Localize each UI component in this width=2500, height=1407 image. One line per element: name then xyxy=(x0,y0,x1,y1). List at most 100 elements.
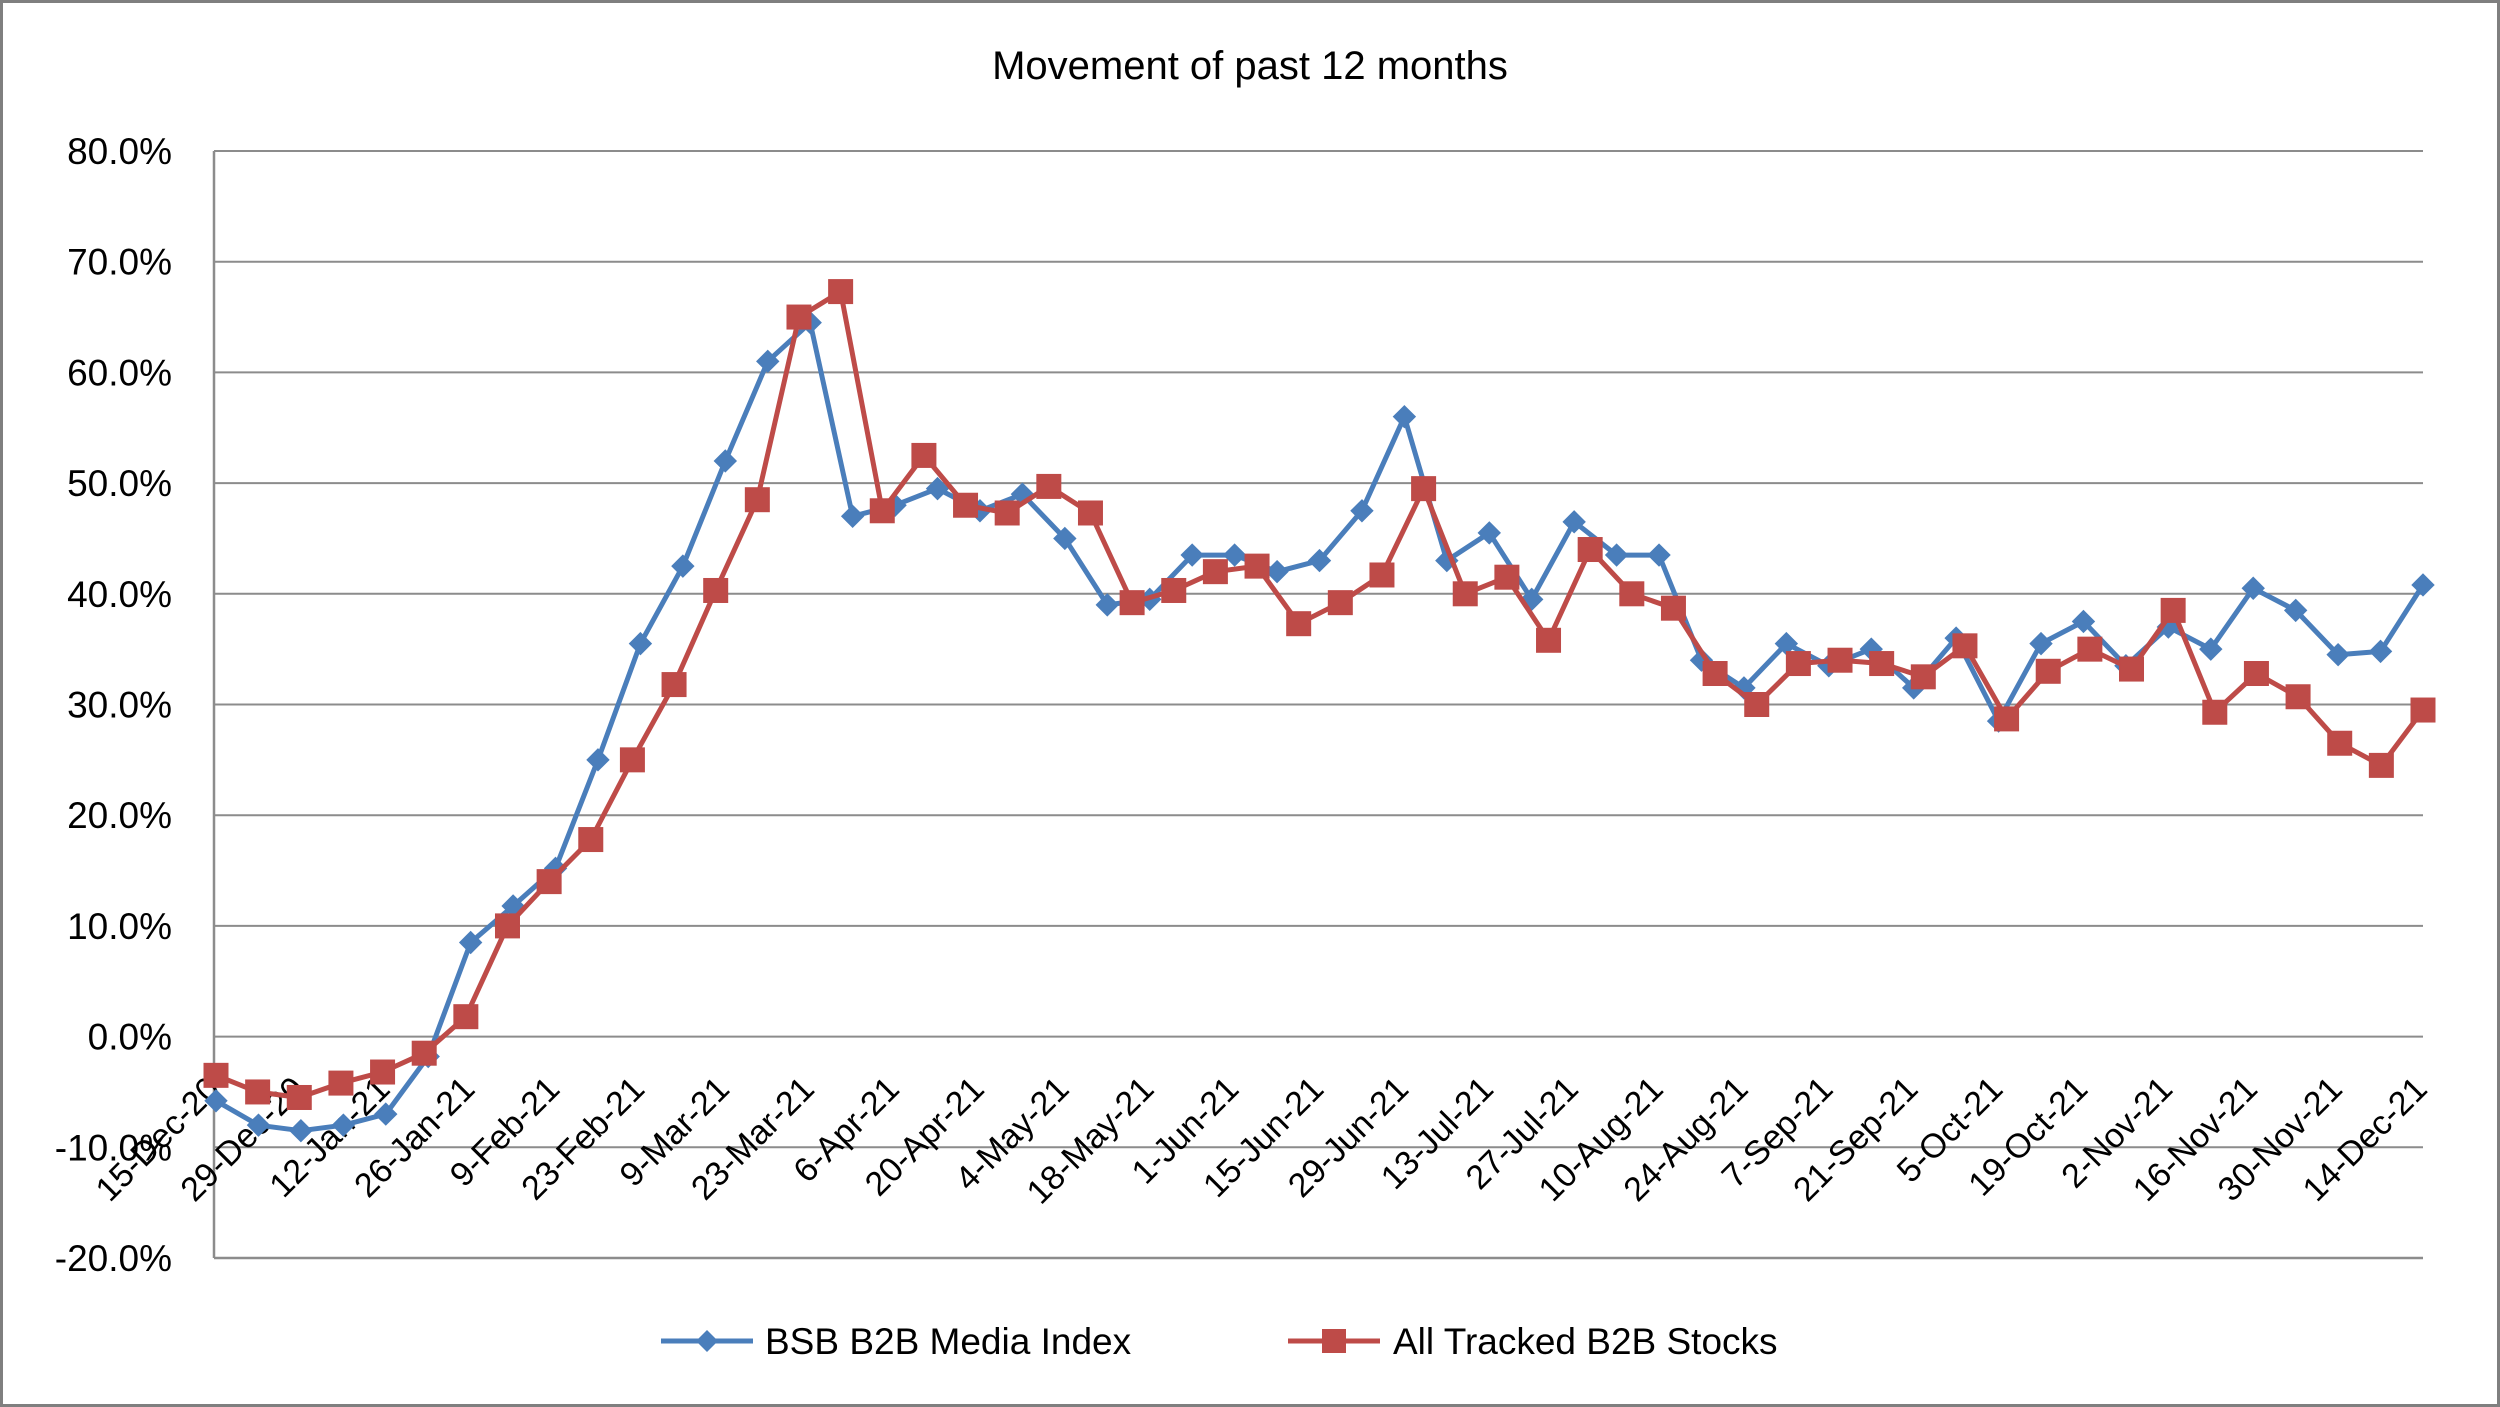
data-point-square xyxy=(1952,633,1978,659)
data-point-diamond xyxy=(586,748,610,772)
grid-lines xyxy=(214,150,2423,1149)
series-1 xyxy=(204,310,2435,1143)
data-point-square xyxy=(1744,692,1770,717)
data-point-diamond xyxy=(1392,404,1417,429)
series-lines xyxy=(203,279,2436,1143)
data-point-square xyxy=(2285,684,2311,710)
data-point-square xyxy=(578,827,604,853)
data-point-diamond xyxy=(2071,609,2096,634)
y-tick-label: 0.0% xyxy=(88,1017,172,1058)
legend-item-2: All Tracked B2B Stocks xyxy=(1288,1321,1778,1362)
data-point-diamond xyxy=(2283,598,2308,623)
data-point-diamond xyxy=(671,554,695,578)
data-point-square xyxy=(1077,500,1103,526)
data-point-square xyxy=(953,492,979,518)
data-point-square xyxy=(661,672,687,698)
data-point-diamond xyxy=(2199,637,2223,661)
data-point-diamond xyxy=(628,631,653,656)
data-point-square xyxy=(370,1059,396,1085)
data-point-diamond xyxy=(1477,521,1501,545)
data-point-diamond xyxy=(204,1089,228,1113)
data-point-square xyxy=(1994,706,2020,732)
data-point-square xyxy=(536,869,562,895)
data-point-square xyxy=(1785,651,1811,677)
data-point-diamond xyxy=(289,1118,313,1143)
data-point-square xyxy=(2119,656,2145,682)
data-point-diamond xyxy=(1180,543,1204,567)
data-point-square xyxy=(2368,752,2394,778)
data-point-square xyxy=(1702,661,1728,687)
data-point-square xyxy=(1036,473,1062,499)
data-point-diamond xyxy=(2368,639,2393,664)
data-point-diamond xyxy=(1265,559,1289,584)
data-point-diamond xyxy=(1350,499,1374,523)
y-axis-tick-labels: -20.0% -10.0% 0.0% 10.0% 20.0% 30.0% 40.0% 50.0… xyxy=(55,131,172,1279)
series-line xyxy=(214,320,2426,1134)
data-point-square xyxy=(619,747,645,773)
data-point-diamond xyxy=(1095,593,1119,617)
data-point-diamond xyxy=(2241,576,2265,600)
data-point-square xyxy=(2410,697,2436,723)
data-point-square xyxy=(1577,537,1603,563)
data-point-square xyxy=(1910,664,1936,690)
data-point-diamond xyxy=(1562,510,1586,534)
data-point-diamond xyxy=(1222,543,1247,567)
data-point-square xyxy=(1411,476,1437,502)
x-axis-tick-labels: 15-Dec-2029-Dec-2012-Jan-2126-Jan-219-Fe… xyxy=(89,1070,2435,1212)
data-point-square xyxy=(828,279,854,305)
data-point-diamond xyxy=(331,1113,356,1137)
data-point-square xyxy=(744,487,770,513)
data-point-diamond xyxy=(713,449,738,473)
line-chart: Movement of past 12 months -20.0% -10.0% 0… xyxy=(55,44,2436,1362)
data-point-square xyxy=(869,498,895,524)
y-tick-label: 50.0% xyxy=(67,463,172,504)
legend-item-1: BSB B2B Media Index xyxy=(661,1321,1132,1362)
data-point-square xyxy=(703,577,729,603)
data-point-square xyxy=(1244,553,1270,579)
data-point-diamond xyxy=(756,349,780,374)
data-point-square xyxy=(1619,581,1645,607)
data-point-diamond xyxy=(2411,573,2435,597)
y-tick-label: 80.0% xyxy=(67,131,172,172)
legend: BSB B2B Media Index All Tracked B2B Stock… xyxy=(661,1321,1778,1362)
data-point-diamond xyxy=(458,930,483,955)
data-point-square xyxy=(494,913,520,939)
data-point-square xyxy=(1452,581,1478,607)
data-point-square xyxy=(1369,562,1395,588)
data-point-square xyxy=(328,1070,354,1096)
data-point-square xyxy=(453,1004,479,1030)
legend-marker-square xyxy=(1322,1329,1346,1353)
data-point-square xyxy=(286,1084,312,1110)
y-tick-label: -20.0% xyxy=(55,1238,172,1279)
data-point-square xyxy=(1286,611,1312,637)
data-point-square xyxy=(1161,577,1187,603)
data-point-square xyxy=(2035,658,2061,684)
data-point-diamond xyxy=(840,504,865,529)
data-point-square xyxy=(245,1079,271,1105)
chart-title: Movement of past 12 months xyxy=(992,44,1508,88)
data-point-square xyxy=(1536,627,1562,653)
data-point-diamond xyxy=(246,1113,271,1137)
data-point-diamond xyxy=(2326,642,2350,667)
legend-label: BSB B2B Media Index xyxy=(765,1321,1132,1362)
data-point-square xyxy=(2327,730,2353,756)
data-point-square xyxy=(1327,590,1353,616)
data-point-square xyxy=(203,1062,229,1088)
data-point-square xyxy=(2243,661,2269,687)
y-tick-label: -10.0% xyxy=(55,1127,172,1168)
data-point-square xyxy=(411,1040,437,1066)
data-point-square xyxy=(2202,699,2228,725)
legend-label: All Tracked B2B Stocks xyxy=(1393,1321,1778,1362)
series-line xyxy=(215,289,2425,1100)
legend-marker-diamond xyxy=(696,1330,718,1352)
data-point-diamond xyxy=(374,1102,398,1126)
data-point-diamond xyxy=(1604,543,1629,567)
y-tick-label: 40.0% xyxy=(67,574,172,615)
data-point-diamond xyxy=(925,476,950,501)
data-point-diamond xyxy=(1053,526,1077,551)
y-tick-label: 60.0% xyxy=(67,352,172,393)
data-point-square xyxy=(1869,651,1895,677)
data-point-diamond xyxy=(2029,631,2053,656)
data-point-square xyxy=(1202,559,1228,585)
